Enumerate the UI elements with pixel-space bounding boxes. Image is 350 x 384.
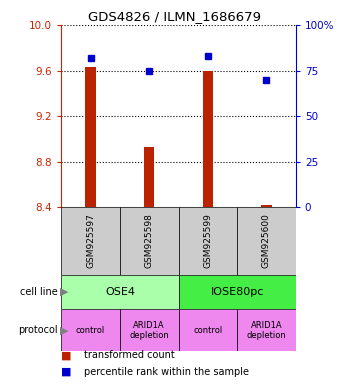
Text: percentile rank within the sample: percentile rank within the sample [84, 367, 249, 377]
Text: ▶: ▶ [60, 325, 68, 335]
Bar [120, 309, 178, 351]
Text: control: control [193, 326, 223, 335]
Bar [237, 207, 296, 275]
Bar [120, 207, 178, 275]
Text: ■: ■ [61, 350, 72, 360]
Text: GSM925597: GSM925597 [86, 214, 95, 268]
Text: GSM925598: GSM925598 [145, 214, 154, 268]
Bar [61, 207, 120, 275]
Bar [61, 275, 178, 309]
Text: control: control [76, 326, 105, 335]
Text: ARID1A
depletion: ARID1A depletion [246, 321, 286, 340]
Text: GSM925600: GSM925600 [262, 214, 271, 268]
Bar [178, 275, 296, 309]
Text: protocol: protocol [18, 325, 58, 335]
Bar [61, 309, 120, 351]
Bar [261, 205, 272, 207]
Bar [237, 309, 296, 351]
Text: GDS4826 / ILMN_1686679: GDS4826 / ILMN_1686679 [89, 10, 261, 23]
Bar [144, 147, 154, 207]
Bar [178, 309, 237, 351]
Bar [85, 67, 96, 207]
Text: ARID1A
depletion: ARID1A depletion [129, 321, 169, 340]
Text: cell line: cell line [20, 287, 58, 297]
Bar [203, 71, 213, 207]
Text: OSE4: OSE4 [105, 287, 135, 297]
Text: transformed count: transformed count [84, 350, 175, 360]
Text: ■: ■ [61, 367, 72, 377]
Bar [178, 207, 237, 275]
Text: IOSE80pc: IOSE80pc [210, 287, 264, 297]
Text: GSM925599: GSM925599 [203, 214, 212, 268]
Text: ▶: ▶ [60, 287, 68, 297]
